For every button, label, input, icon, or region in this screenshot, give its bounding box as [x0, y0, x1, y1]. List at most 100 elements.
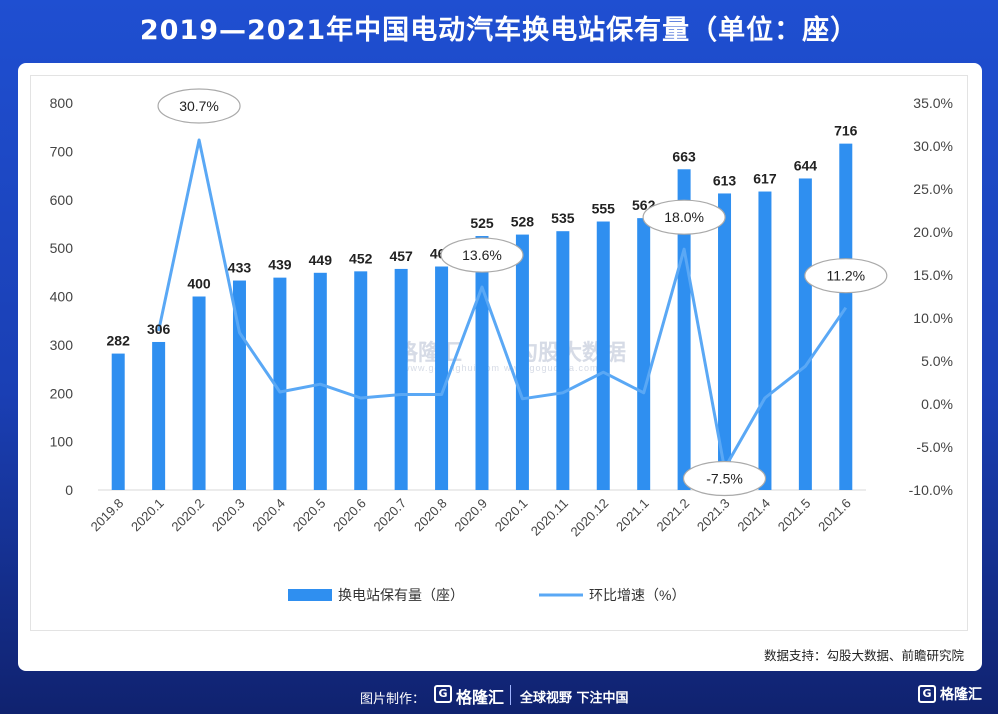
- y-left-tick-label: 0: [65, 482, 73, 498]
- y-right-tick-label: 35.0%: [913, 95, 953, 111]
- callout-bubble: [440, 237, 524, 273]
- x-tick-label: 2021.4: [734, 496, 773, 535]
- bar: [475, 236, 489, 490]
- footer-slogan: 全球视野 下注中国: [520, 691, 629, 706]
- y-left-tick-label: 800: [50, 95, 74, 111]
- bar: [111, 353, 125, 490]
- footer-brand: 格隆汇: [456, 688, 505, 707]
- growth-line: [157, 138, 848, 470]
- x-tick-label: 2020.5: [290, 496, 329, 535]
- bar: [354, 271, 368, 490]
- bar: [596, 221, 610, 491]
- callout-bubble: [682, 460, 767, 497]
- bar: [839, 143, 853, 490]
- bar: [273, 277, 287, 490]
- bar-value-label: 306: [147, 321, 171, 337]
- chart-title: 2019—2021年中国电动汽车换电站保有量（单位：座）: [139, 15, 859, 46]
- footer-brand-right: 格隆汇: [940, 687, 982, 703]
- x-tick-label: 2021.3: [694, 496, 733, 535]
- bar: [313, 272, 327, 490]
- bar: [232, 280, 246, 490]
- watermark-data-url: www.gogudata.com: [504, 363, 599, 373]
- bar: [758, 191, 772, 490]
- callout-label: -7.5%: [706, 471, 743, 487]
- bar: [394, 268, 408, 490]
- logo-icon-right: G: [918, 685, 936, 703]
- x-tick-label: 2020.11: [528, 496, 571, 539]
- x-tick-label: 2020.9: [451, 496, 490, 535]
- y-left-tick-label: 400: [50, 289, 74, 305]
- bar-value-label: 617: [753, 171, 777, 187]
- legend-swatch-bar: [288, 589, 332, 601]
- y-left-tick-label: 700: [50, 143, 74, 159]
- x-tick-label: 2020.1: [128, 496, 167, 535]
- bar: [515, 234, 529, 490]
- y-right-tick-label: 30.0%: [913, 138, 953, 154]
- y-left-tick-label: 500: [50, 240, 74, 256]
- y-left-tick-label: 600: [50, 192, 74, 208]
- plot-frame: [30, 75, 968, 631]
- callout-label: 18.0%: [664, 209, 704, 225]
- legend-label-bar: 换电站保有量（座）: [338, 587, 464, 603]
- bar-value-label: 457: [389, 248, 413, 264]
- bar: [798, 178, 812, 490]
- bar-value-label: 525: [470, 215, 494, 231]
- bar-value-label: 433: [228, 260, 252, 276]
- bar: [718, 193, 732, 490]
- bar: [435, 266, 449, 490]
- bar: [556, 231, 570, 490]
- y-right-tick-label: -10.0%: [909, 482, 953, 498]
- x-tick-label: 2020.2: [168, 496, 207, 535]
- y-left-tick-label: 100: [50, 434, 74, 450]
- combo-chart: 0 100 200 300 400 500 600 700 800 -10.0% -5.0% 0.0%…: [50, 88, 953, 603]
- x-tick-label: 2019.8: [88, 496, 127, 535]
- y-right-tick-label: -5.0%: [916, 439, 953, 455]
- bar-value-label: 644: [794, 157, 818, 173]
- logo-icon: G: [434, 685, 452, 703]
- bar: [152, 341, 166, 490]
- callout-bubble: [157, 88, 241, 124]
- footer-credit: 图片制作：: [360, 692, 426, 707]
- y-left-tick-label: 200: [50, 385, 74, 401]
- data-source: 数据支持：勾股大数据、前瞻研究院: [763, 648, 964, 663]
- bar-value-label: 439: [268, 257, 292, 273]
- bar-value-label: 613: [713, 172, 737, 188]
- bar-value-label: 400: [187, 276, 211, 292]
- bar-value-label: 282: [107, 333, 131, 349]
- bar-value-label: 449: [309, 252, 333, 268]
- bar: [677, 169, 691, 490]
- y-right-tick-label: 20.0%: [913, 224, 953, 240]
- callout-label: 13.6%: [462, 247, 502, 263]
- x-tick-label: 2020.4: [249, 496, 288, 535]
- y-right-tick-label: 15.0%: [913, 267, 953, 283]
- x-tick-label: 2021.6: [815, 496, 854, 535]
- bar-value-label: 452: [349, 250, 373, 266]
- legend-label-line: 环比增速（%）: [589, 587, 685, 603]
- y-right-tick-label: 0.0%: [921, 396, 953, 412]
- footer-divider: [510, 685, 511, 705]
- callout-bubble: [804, 258, 888, 294]
- bar-value-label: 528: [511, 214, 535, 230]
- callout-label: 11.2%: [826, 268, 865, 284]
- x-tick-label: 2020.3: [209, 496, 248, 535]
- callout-label: 30.7%: [179, 98, 219, 114]
- bar: [192, 296, 206, 490]
- bar-value-label: 663: [672, 148, 696, 164]
- bar-value-label: 716: [834, 123, 858, 139]
- x-tick-label: 2021.1: [613, 496, 652, 535]
- y-right-tick-label: 5.0%: [921, 353, 953, 369]
- bar-value-label: 555: [592, 201, 616, 217]
- y-right-tick-label: 10.0%: [913, 310, 953, 326]
- chart-card: 格隆汇 www.gelonghui.com 勾股大数据 www.gogudata…: [18, 63, 982, 671]
- x-tick-label: 2020.12: [568, 496, 612, 540]
- footer: 图片制作： G 格隆汇 全球视野 下注中国 G 格隆汇: [0, 676, 998, 714]
- callout-bubble: [642, 199, 726, 235]
- x-tick-label: 2020.1: [492, 496, 531, 535]
- x-tick-label: 2020.8: [411, 496, 450, 535]
- bar-value-label: 535: [551, 210, 575, 226]
- y-right-tick-label: 25.0%: [913, 181, 953, 197]
- x-tick-label: 2021.5: [775, 496, 814, 535]
- x-tick-label: 2021.2: [654, 496, 693, 535]
- y-left-tick-label: 300: [50, 337, 74, 353]
- x-tick-label: 2020.7: [371, 496, 410, 535]
